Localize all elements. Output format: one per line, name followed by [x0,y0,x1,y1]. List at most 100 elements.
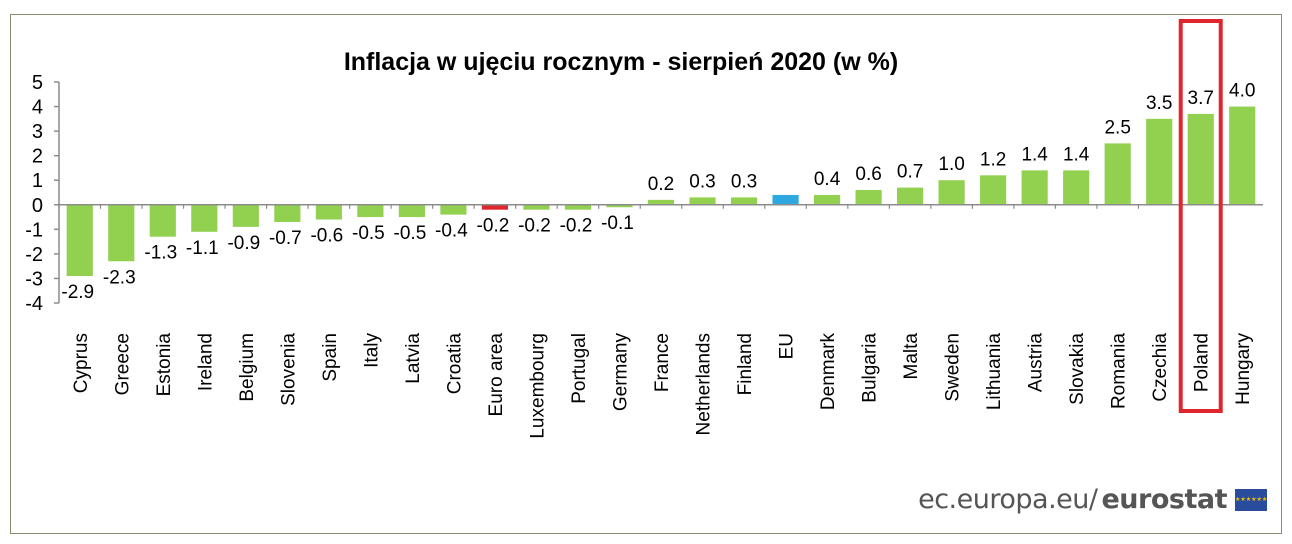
category-label-portugal: Portugal [569,333,590,404]
bar-italy [357,204,384,218]
value-label-sweden: 1.0 [938,154,964,175]
bar-sweden [938,180,965,205]
eurostat-footer: ec.europa.eu/eurostat ★★★★★★ [918,484,1267,515]
bar-slovakia [1063,170,1090,205]
value-label-portugal: -0.2 [560,216,593,237]
category-label-spain: Spain [320,333,341,382]
category-label-france: France [652,333,673,392]
y-tick-label: 2 [32,146,43,168]
y-tick-label: -1 [25,219,43,241]
value-label-cyprus: -2.9 [61,282,94,303]
bar-finland [730,197,758,205]
value-label-romania: 2.5 [1104,117,1130,138]
category-label-latvia: Latvia [403,333,424,384]
bar-slovenia [274,204,301,222]
category-label-ireland: Ireland [195,333,216,391]
category-label-italy: Italy [361,333,382,368]
bar-lithuania [980,175,1007,205]
bar-bulgaria [855,190,882,205]
category-label-poland: Poland [1192,333,1213,392]
category-label-lithuania: Lithuania [984,333,1005,411]
value-label-spain: -0.6 [310,226,343,247]
bar-netherlands [689,197,716,205]
bar-cyprus [66,204,93,276]
bar-czechia [1146,118,1173,205]
value-label-lithuania: 1.2 [980,149,1006,170]
value-label-ireland: -1.1 [186,238,219,259]
category-label-cyprus: Cyprus [71,333,92,393]
bar-luxembourg [523,204,550,210]
y-tick-label: 4 [32,97,43,119]
category-label-romania: Romania [1109,333,1130,409]
value-label-hungary: 4.0 [1229,81,1255,102]
category-label-belgium: Belgium [237,333,258,402]
category-label-netherlands: Netherlands [694,333,715,435]
value-label-latvia: -0.5 [394,223,427,244]
value-label-malta: 0.7 [897,162,923,183]
bar-spain [315,204,342,220]
value-label-france: 0.2 [648,174,674,195]
bar-chart: Inflacja w ujęciu rocznym - sierpień 202… [25,19,1263,439]
y-tick-label: -3 [25,268,43,290]
category-label-austria: Austria [1026,333,1047,393]
bar-euro-area [481,204,509,210]
bar-france [647,199,675,205]
value-label-bulgaria: 0.6 [855,164,881,185]
x-axis [58,204,1263,209]
category-label-slovakia: Slovakia [1067,333,1088,405]
value-label-belgium: -0.9 [227,233,260,254]
bar-ireland [191,204,218,232]
bar-greece [108,204,135,262]
value-label-slovakia: 1.4 [1063,144,1090,165]
category-label-euro-area: Euro area [486,333,507,417]
value-label-estonia: -1.3 [144,243,177,264]
category-label-greece: Greece [112,333,133,395]
value-label-luxembourg: -0.2 [518,216,551,237]
y-tick-label: -2 [25,244,43,266]
y-tick-label: 1 [32,170,43,192]
value-labels: -2.9 -2.3 -1.3 -1.1 -0.9 -0.7 -0.6 -0.5 -0.5 -0.4… [61,81,1255,303]
bar-eu [772,194,799,205]
footer-site: ec.europa.eu/ [918,484,1098,515]
category-label-hungary: Hungary [1233,333,1254,405]
value-label-netherlands: 0.3 [689,171,715,192]
bar-romania [1104,143,1131,205]
category-label-sweden: Sweden [943,333,964,402]
y-axis: 5 43 21 0-1 -2-3 -4 [25,72,60,315]
category-label-germany: Germany [610,333,631,412]
bar-latvia [398,204,425,218]
bar-hungary [1229,106,1256,205]
value-label-czechia: 3.5 [1146,93,1172,114]
y-tick-label: 3 [32,121,43,143]
poland-highlight-box [1178,19,1223,413]
category-label-luxembourg: Luxembourg [527,333,548,439]
value-label-italy: -0.5 [352,223,385,244]
chart-frame: Inflacja w ujęciu rocznym - sierpień 202… [10,14,1282,534]
value-label-finland: 0.3 [731,171,757,192]
value-label-euro-area: -0.2 [477,216,510,237]
value-label-slovenia: -0.7 [269,228,302,249]
bar-poland [1187,113,1214,205]
category-labels: Cyprus Greece Estonia Ireland Belgium Sloveni… [71,333,1254,439]
bar-germany [606,204,633,208]
bar-estonia [149,204,176,237]
category-label-slovenia: Slovenia [278,333,299,406]
y-tick-label: -4 [25,293,43,315]
category-label-croatia: Croatia [444,333,465,395]
category-label-eu: EU [777,333,798,359]
eu-flag-icon: ★★★★★★ [1235,488,1267,511]
value-label-poland: 3.7 [1188,88,1214,109]
bars [66,106,1256,276]
category-label-czechia: Czechia [1150,333,1171,402]
y-tick-label: 5 [32,72,43,94]
category-label-estonia: Estonia [154,333,175,397]
y-tick-label: 0 [32,195,43,217]
value-label-croatia: -0.4 [435,221,468,242]
category-label-malta: Malta [901,333,922,380]
category-label-denmark: Denmark [818,333,839,411]
category-label-finland: Finland [735,333,756,395]
footer-brand: eurostat [1101,484,1227,515]
chart-title: Inflacja w ujęciu rocznym - sierpień 202… [344,48,898,76]
bar-malta [897,187,924,205]
value-label-germany: -0.1 [601,213,634,234]
